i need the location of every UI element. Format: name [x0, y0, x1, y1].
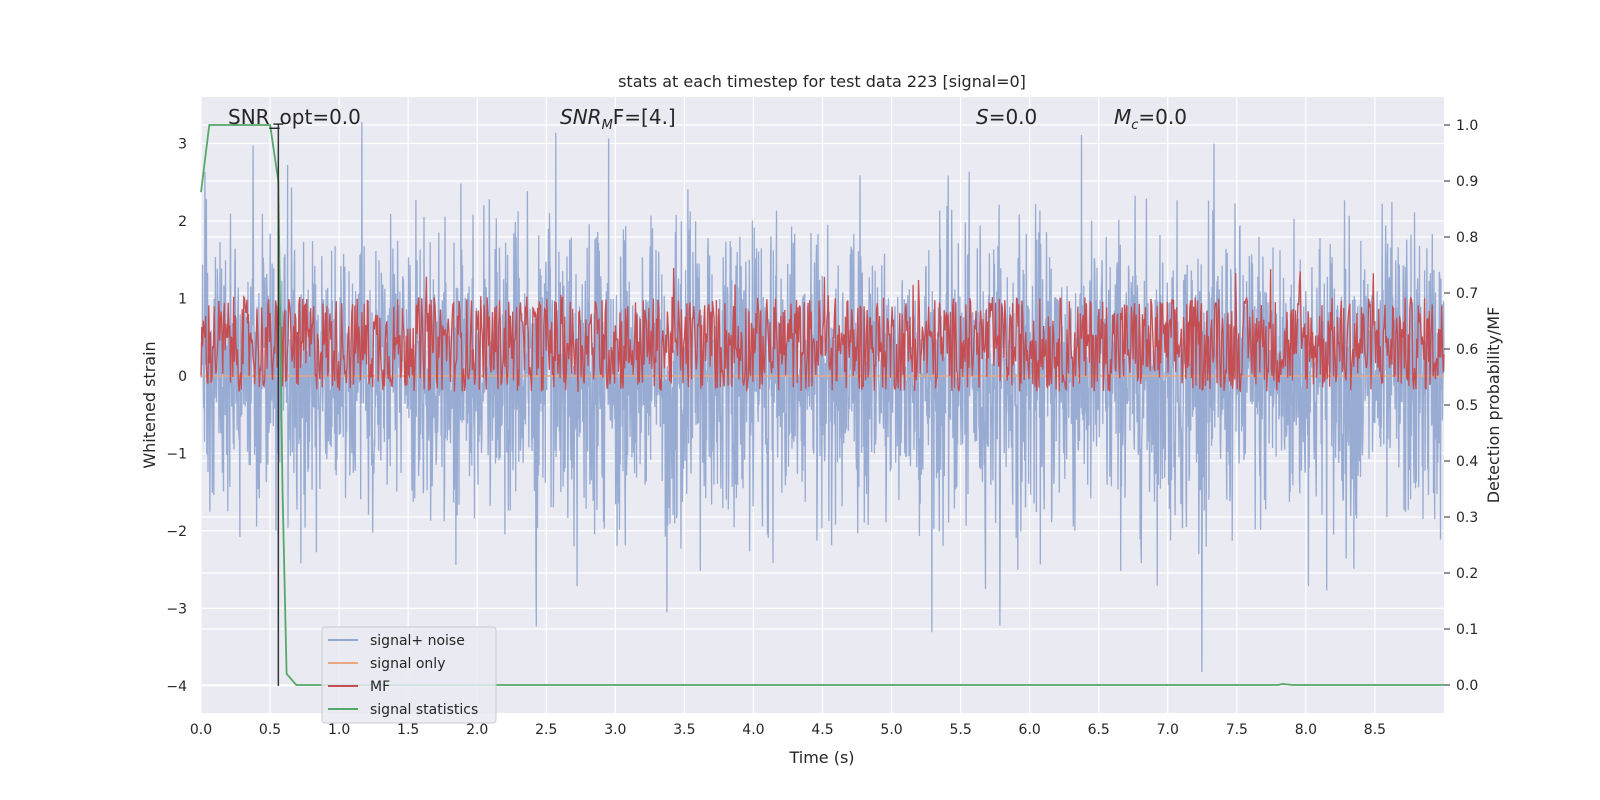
x-tick-label: 8.5	[1364, 722, 1386, 738]
x-tick-label: 0.0	[190, 722, 212, 738]
y-tick-label: −1	[166, 446, 187, 462]
x-tick-label: 3.0	[604, 722, 626, 738]
x-tick-label: 8.0	[1295, 722, 1317, 738]
y-tick-label: 2	[178, 214, 187, 230]
annotation-snr-mf: SNRMF=[4.]	[560, 105, 676, 133]
annotation-mc-base: M	[1114, 105, 1131, 129]
x-tick-label: 6.0	[1019, 722, 1041, 738]
y2-tick-label: 0.5	[1456, 398, 1478, 414]
x-tick-label: 1.5	[397, 722, 419, 738]
legend-box	[321, 626, 497, 724]
chart-title: stats at each timestep for test data 223…	[618, 72, 1026, 91]
x-axis-label: Time (s)	[788, 748, 854, 767]
annotation-mc-sub: c	[1131, 118, 1138, 133]
series-mf	[200, 267, 1445, 393]
annotation-snr-mf-rest: F=[4.]	[613, 105, 676, 129]
y2-axis-label: Detection probability/MF	[1484, 307, 1503, 504]
x-tick-label: 7.0	[1157, 722, 1179, 738]
series-signal-statistics	[200, 124, 1444, 686]
y-tick-label: 1	[178, 291, 187, 307]
x-tick-label: 5.0	[880, 722, 902, 738]
y2-tick-label: 0.8	[1456, 230, 1478, 246]
y2-tick-label: 0.9	[1456, 174, 1478, 190]
y2-tick-label: 0.0	[1456, 678, 1478, 694]
x-tick-label: 1.0	[328, 722, 350, 738]
annotation-s-label: S	[976, 105, 989, 129]
y-tick-label: 3	[178, 136, 187, 152]
legend-label-signal-noise: signal+ noise	[370, 633, 465, 649]
y-tick-label: 0	[178, 369, 187, 385]
y-tick-label: −3	[166, 601, 187, 617]
annotation-mc: Mc=0.0	[1114, 105, 1187, 133]
y2-tick-label: 1.0	[1456, 118, 1478, 134]
y-tick-label: −4	[166, 679, 187, 695]
x-tick-label: 5.5	[949, 722, 971, 738]
x-tick-label: 3.5	[673, 722, 695, 738]
annotation-snr-opt: SNR_opt=0.0	[228, 105, 361, 129]
x-tick-label: 4.5	[811, 722, 833, 738]
y2-tick-label: 0.6	[1456, 342, 1478, 358]
x-tick-label: 4.0	[742, 722, 764, 738]
y2-tick-label: 0.4	[1456, 454, 1478, 470]
legend-label-mf: MF	[370, 679, 390, 695]
annotation-snr-mf-sub: M	[602, 118, 613, 133]
y-tick-label: −2	[166, 524, 187, 540]
y-axis-label: Whitened strain	[140, 341, 159, 468]
x-tick-label: 2.5	[535, 722, 557, 738]
annotation-mc-value: =0.0	[1138, 105, 1187, 129]
y2-tick-label: 0.2	[1456, 566, 1478, 582]
data-layer	[200, 121, 1445, 686]
y2-tick-label: 0.1	[1456, 622, 1478, 638]
x-tick-label: 2.0	[466, 722, 488, 738]
tick-layer: 0.0 0.5 1.0 1.5 2.0 2.5 3.0 3.5 4.0 4.5 5.0 5.5 6.0 6…	[166, 118, 1478, 738]
legend: signal+ noise signal only MF signal stat…	[321, 626, 497, 724]
annotation-s: S=0.0	[976, 105, 1037, 129]
x-tick-label: 6.5	[1088, 722, 1110, 738]
y2-tick-label: 0.7	[1456, 286, 1478, 302]
legend-label-signal-statistics: signal statistics	[370, 702, 478, 718]
x-tick-label: 0.5	[259, 722, 281, 738]
x-tick-label: 7.5	[1226, 722, 1248, 738]
annotation-snr-mf-base: SNR	[560, 105, 602, 129]
annotation-s-value: =0.0	[989, 105, 1038, 129]
legend-label-signal-only: signal only	[370, 656, 445, 672]
y2-tick-label: 0.3	[1456, 510, 1478, 526]
